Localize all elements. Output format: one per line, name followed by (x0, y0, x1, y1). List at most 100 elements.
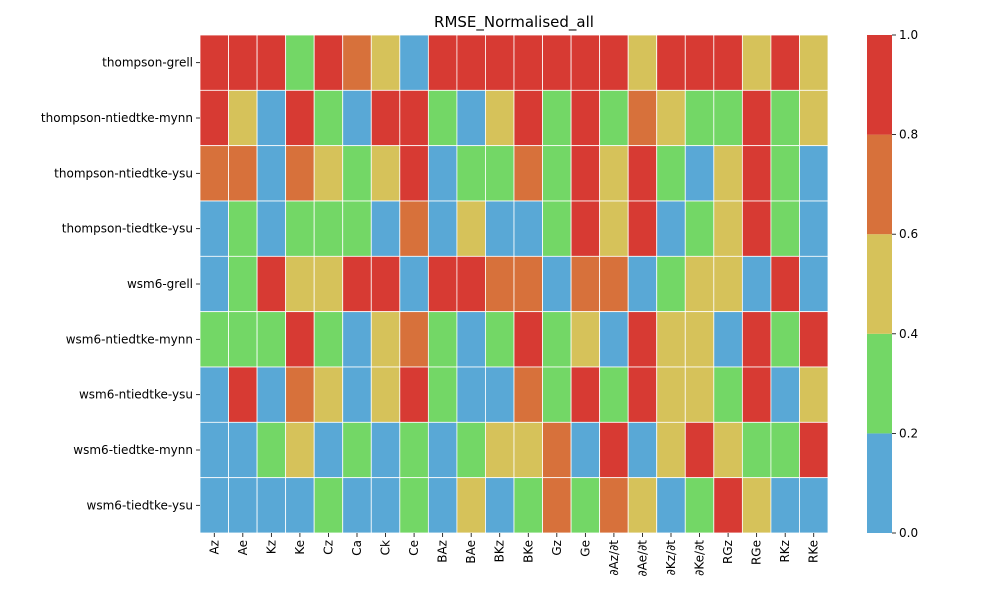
heatmap-cell (485, 311, 515, 368)
heatmap-cell (684, 366, 715, 423)
colorbar (867, 35, 892, 533)
heatmap-cell (799, 200, 829, 257)
column-label: Ck (379, 540, 393, 555)
heatmap-cell (513, 89, 543, 147)
heatmap-cell (342, 311, 372, 368)
heatmap-cell (570, 366, 601, 423)
heatmap-cell (427, 145, 458, 202)
heatmap-cell (684, 145, 715, 202)
heatmap-cell (713, 366, 743, 423)
column-label: Cz (321, 540, 335, 555)
heatmap-cell (313, 366, 344, 423)
heatmap-cell (313, 477, 344, 534)
column-label: RGe (750, 540, 764, 565)
heatmap-cell (770, 89, 800, 147)
heatmap-cell (627, 311, 658, 368)
heatmap-cell (656, 477, 686, 534)
heatmap-cell (256, 255, 287, 313)
heatmap-cell (599, 89, 629, 147)
heatmap-cell (741, 89, 772, 147)
heatmap-cell (256, 145, 287, 202)
heatmap-cell (456, 89, 486, 147)
heatmap-cell (713, 89, 743, 147)
colorbar-tick-label: 0.6 (899, 227, 918, 241)
heatmap-cell (513, 145, 543, 202)
colorbar-tick-label: 0.0 (899, 526, 918, 540)
heatmap-cell (684, 477, 715, 534)
heatmap-cell (599, 366, 629, 423)
colorbar-tick-label: 0.2 (899, 426, 918, 440)
heatmap-cell (656, 89, 686, 147)
heatmap-cell (713, 477, 743, 534)
heatmap-cell (456, 145, 486, 202)
heatmap-cell (770, 255, 800, 313)
heatmap-cell (684, 200, 715, 257)
heatmap-cell (427, 477, 458, 534)
heatmap-cell (713, 311, 743, 368)
heatmap-cell (599, 421, 629, 479)
heatmap-cell (199, 366, 229, 423)
row-label: thompson-ntiedtke-mynn (41, 111, 193, 125)
row-label: wsm6-tiedtke-ysu (87, 498, 193, 512)
heatmap-cell (713, 200, 743, 257)
column-label: ∂Kz/∂t (664, 540, 678, 576)
heatmap-cell (370, 255, 401, 313)
heatmap-cell (713, 145, 743, 202)
heatmap-cell (627, 200, 658, 257)
heatmap-cell (399, 421, 429, 479)
heatmap-cell (656, 421, 686, 479)
heatmap-cell (513, 477, 543, 534)
heatmap-cell (770, 200, 800, 257)
heatmap-cell (285, 477, 315, 534)
heatmap-cell (570, 34, 601, 91)
heatmap-cell (370, 366, 401, 423)
heatmap-cell (485, 366, 515, 423)
heatmap-cell (684, 311, 715, 368)
column-label: RGz (721, 540, 735, 564)
column-label: ∂Az/∂t (607, 540, 621, 576)
heatmap-cell (427, 421, 458, 479)
heatmap-cell (399, 145, 429, 202)
heatmap-cell (485, 145, 515, 202)
heatmap-cell (256, 366, 287, 423)
heatmap-cell (456, 477, 486, 534)
heatmap-cell (570, 200, 601, 257)
heatmap-cell (228, 200, 258, 257)
heatmap-cell (513, 366, 543, 423)
heatmap-cell (741, 34, 772, 91)
heatmap-cell (542, 34, 572, 91)
heatmap-cell (513, 34, 543, 91)
heatmap-cell (399, 477, 429, 534)
heatmap-cell (285, 421, 315, 479)
heatmap-cell (599, 477, 629, 534)
heatmap-cell (599, 145, 629, 202)
row-label: wsm6-ntiedtke-ysu (79, 388, 193, 402)
heatmap-cell (656, 200, 686, 257)
heatmap-cell (342, 145, 372, 202)
chart-title: RMSE_Normalised_all (434, 13, 594, 32)
heatmap-cell (713, 34, 743, 91)
heatmap-cell (456, 200, 486, 257)
heatmap-cell (485, 200, 515, 257)
heatmap-cell (684, 34, 715, 91)
heatmap-cell (570, 477, 601, 534)
heatmap-cell (370, 89, 401, 147)
column-label: Ce (407, 540, 421, 556)
heatmap-cell (370, 311, 401, 368)
heatmap-cell (542, 477, 572, 534)
heatmap-cell (713, 421, 743, 479)
heatmap-cell (599, 34, 629, 91)
heatmap-cell (684, 421, 715, 479)
heatmap-cell (513, 311, 543, 368)
heatmap-cell (285, 34, 315, 91)
column-label: ∂Ke/∂t (693, 540, 707, 576)
heatmap-cell (799, 145, 829, 202)
colorbar-segment (867, 333, 892, 434)
row-label: thompson-tiedtke-ysu (62, 222, 193, 236)
heatmap-cell (570, 421, 601, 479)
heatmap-cell (485, 477, 515, 534)
column-label: RKz (778, 540, 792, 563)
heatmap-cell (456, 34, 486, 91)
heatmap-cell (684, 255, 715, 313)
